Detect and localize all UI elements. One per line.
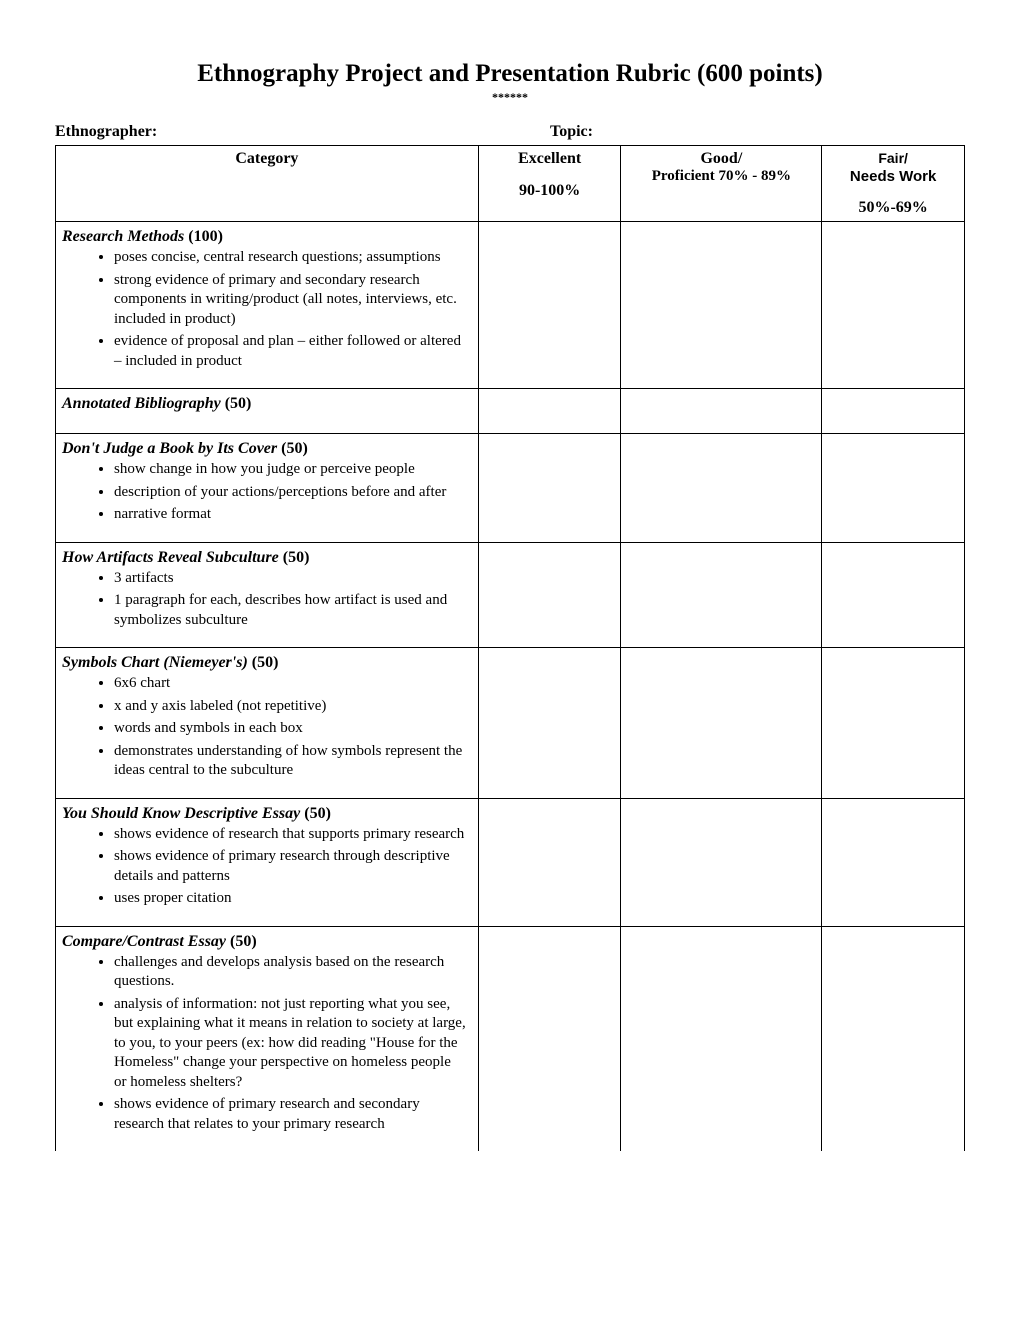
document-title: Ethnography Project and Presentation Rub… xyxy=(55,60,965,88)
header-category: Category xyxy=(56,146,479,222)
category-points: (50) xyxy=(304,805,331,822)
bullet-item: shows evidence of primary research throu… xyxy=(114,847,470,886)
header-fair-title: Fair/ xyxy=(878,150,908,166)
header-good: Good/ Proficient 70% - 89% xyxy=(621,146,822,222)
header-fair-percent: 50%-69% xyxy=(828,199,958,217)
score-cell xyxy=(621,222,822,389)
topic-label: Topic: xyxy=(550,123,965,141)
table-row: Annotated Bibliography (50) xyxy=(56,389,965,434)
header-fair-subhead: Needs Work xyxy=(828,168,958,185)
table-row: Symbols Chart (Niemeyer's) (50) 6x6 chart… xyxy=(56,648,965,799)
bullet-item: uses proper citation xyxy=(114,889,470,909)
category-cell: You Should Know Descriptive Essay (50) sh… xyxy=(56,798,479,926)
table-header-row: Category Excellent 90-100% Good/ Profici… xyxy=(56,146,965,222)
table-row: Research Methods (100) poses concise, cen… xyxy=(56,222,965,389)
category-title: Annotated Bibliography (50) xyxy=(62,395,470,413)
category-cell: Symbols Chart (Niemeyer's) (50) 6x6 chart… xyxy=(56,648,479,799)
bullet-item: shows evidence of primary research and s… xyxy=(114,1095,470,1134)
table-row: You Should Know Descriptive Essay (50) sh… xyxy=(56,798,965,926)
header-excellent-title: Excellent xyxy=(518,150,581,167)
score-cell xyxy=(822,926,965,1151)
score-cell xyxy=(478,926,621,1151)
bullet-list: 6x6 chart x and y axis labeled (not repet… xyxy=(72,674,470,781)
bullet-item: 6x6 chart xyxy=(114,674,470,694)
ethnographer-label: Ethnographer: xyxy=(55,123,550,141)
category-title: Symbols Chart (Niemeyer's) (50) xyxy=(62,654,470,672)
category-title: Don't Judge a Book by Its Cover (50) xyxy=(62,440,470,458)
category-title: You Should Know Descriptive Essay (50) xyxy=(62,805,470,823)
bullet-list: shows evidence of research that supports… xyxy=(72,825,470,909)
score-cell xyxy=(478,648,621,799)
score-cell xyxy=(478,542,621,648)
bullet-item: show change in how you judge or perceive… xyxy=(114,460,470,480)
header-excellent: Excellent 90-100% xyxy=(478,146,621,222)
bullet-item: words and symbols in each box xyxy=(114,719,470,739)
category-points: (50) xyxy=(230,933,257,950)
category-title: Compare/Contrast Essay (50) xyxy=(62,933,470,951)
category-points: (50) xyxy=(283,549,310,566)
score-cell xyxy=(621,389,822,434)
score-cell xyxy=(478,798,621,926)
score-cell xyxy=(822,648,965,799)
category-title-text: Compare/Contrast Essay xyxy=(62,933,230,950)
score-cell xyxy=(478,389,621,434)
bullet-item: description of your actions/perceptions … xyxy=(114,483,470,503)
header-excellent-percent: 90-100% xyxy=(485,182,615,200)
header-fields: Ethnographer: Topic: xyxy=(55,123,965,141)
header-good-title: Good/ xyxy=(700,150,742,167)
bullet-item: evidence of proposal and plan – either f… xyxy=(114,332,470,371)
category-title: Research Methods (100) xyxy=(62,228,470,246)
table-row: Compare/Contrast Essay (50) challenges an… xyxy=(56,926,965,1151)
score-cell xyxy=(621,542,822,648)
bullet-item: 1 paragraph for each, describes how arti… xyxy=(114,591,470,630)
header-fair: Fair/ Needs Work 50%-69% xyxy=(822,146,965,222)
category-title-text: Annotated Bibliography xyxy=(62,395,225,412)
score-cell xyxy=(621,648,822,799)
bullet-item: challenges and develops analysis based o… xyxy=(114,953,470,992)
category-points: (50) xyxy=(281,440,308,457)
category-title-text: Research Methods xyxy=(62,228,188,245)
header-good-subhead: Proficient 70% - 89% xyxy=(627,168,815,185)
score-cell xyxy=(621,798,822,926)
bullet-item: demonstrates understanding of how symbol… xyxy=(114,742,470,781)
bullet-item: strong evidence of primary and secondary… xyxy=(114,271,470,330)
category-points: (50) xyxy=(225,395,252,412)
table-row: Don't Judge a Book by Its Cover (50) show… xyxy=(56,434,965,543)
category-title-text: Don't Judge a Book by Its Cover xyxy=(62,440,281,457)
score-cell xyxy=(822,798,965,926)
bullet-item: analysis of information: not just report… xyxy=(114,995,470,1093)
score-cell xyxy=(478,434,621,543)
score-cell xyxy=(621,434,822,543)
rubric-table: Category Excellent 90-100% Good/ Profici… xyxy=(55,145,965,1151)
category-title-text: You Should Know Descriptive Essay xyxy=(62,805,304,822)
score-cell xyxy=(478,222,621,389)
bullet-item: shows evidence of research that supports… xyxy=(114,825,470,845)
category-cell: Annotated Bibliography (50) xyxy=(56,389,479,434)
category-cell: Don't Judge a Book by Its Cover (50) show… xyxy=(56,434,479,543)
bullet-list: challenges and develops analysis based o… xyxy=(72,953,470,1135)
bullet-list: show change in how you judge or perceive… xyxy=(72,460,470,525)
category-title: How Artifacts Reveal Subculture (50) xyxy=(62,549,470,567)
score-cell xyxy=(621,926,822,1151)
category-cell: How Artifacts Reveal Subculture (50) 3 ar… xyxy=(56,542,479,648)
bullet-list: 3 artifacts1 paragraph for each, describ… xyxy=(72,569,470,631)
category-cell: Research Methods (100) poses concise, cen… xyxy=(56,222,479,389)
bullet-item: poses concise, central research question… xyxy=(114,248,470,268)
category-title-text: Symbols Chart (Niemeyer's) xyxy=(62,654,252,671)
table-row: How Artifacts Reveal Subculture (50) 3 ar… xyxy=(56,542,965,648)
score-cell xyxy=(822,434,965,543)
bullet-list: poses concise, central research question… xyxy=(72,248,470,371)
score-cell xyxy=(822,542,965,648)
category-cell: Compare/Contrast Essay (50) challenges an… xyxy=(56,926,479,1151)
bullet-item: x and y axis labeled (not repetitive) xyxy=(114,697,470,717)
category-points: (50) xyxy=(252,654,279,671)
score-cell xyxy=(822,389,965,434)
category-title-text: How Artifacts Reveal Subculture xyxy=(62,549,283,566)
category-points: (100) xyxy=(188,228,223,245)
bullet-item: narrative format xyxy=(114,505,470,525)
bullet-item: 3 artifacts xyxy=(114,569,470,589)
document-subtitle: ****** xyxy=(55,90,965,105)
score-cell xyxy=(822,222,965,389)
